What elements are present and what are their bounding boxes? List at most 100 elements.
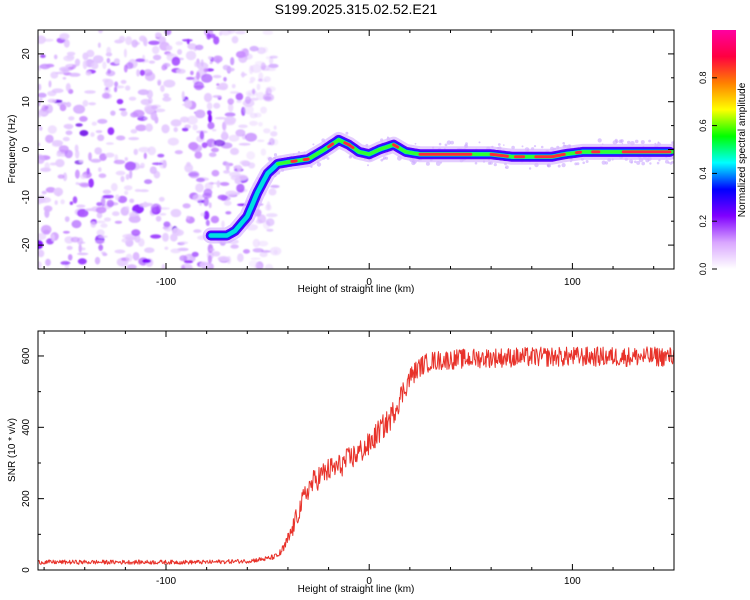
noise-blob	[171, 56, 181, 66]
noise-blob	[177, 49, 183, 55]
ridge-scatter-dot	[667, 161, 670, 164]
noise-blob	[266, 228, 274, 232]
noise-blob	[195, 109, 206, 119]
noise-blob	[65, 130, 73, 136]
colorbar-tick-label: 0.2	[698, 215, 708, 228]
noise-blob	[102, 189, 112, 194]
noise-blob	[59, 104, 67, 112]
noise-blob	[260, 79, 267, 83]
noise-blob	[265, 204, 272, 211]
noise-blob	[247, 92, 252, 96]
noise-blob	[235, 92, 244, 101]
colorbar: 0.0 0.2 0.4 0.6 0.8 Normalized spectral ampl…	[698, 30, 748, 275]
noise-blob	[207, 121, 215, 130]
noise-blob	[192, 124, 198, 131]
noise-blob	[124, 157, 128, 161]
noise-blob	[243, 249, 250, 254]
noise-blob	[134, 189, 142, 192]
noise-blob	[150, 111, 158, 121]
snr-series-line	[38, 346, 674, 565]
ridge-scatter-dot	[576, 162, 580, 166]
noise-blob	[241, 71, 245, 78]
noise-blob	[38, 92, 47, 98]
noise-blob	[265, 213, 278, 218]
noise-blob	[114, 220, 123, 224]
noise-blob	[211, 147, 219, 153]
noise-blob	[88, 152, 92, 161]
noise-blob	[217, 255, 230, 262]
noise-blob	[88, 102, 96, 106]
noise-blob	[193, 229, 202, 233]
noise-blob	[223, 200, 232, 206]
noise-blob	[260, 148, 267, 156]
noise-blob	[161, 124, 170, 134]
noise-blob	[45, 134, 54, 144]
noise-blob	[234, 177, 241, 185]
spectrogram-y-ticks: -20 -10 0 10 20	[21, 29, 674, 270]
ridge-core-segment	[290, 159, 298, 163]
ridge-scatter-dot	[561, 163, 566, 168]
noise-blob	[216, 180, 220, 188]
noise-blob	[125, 173, 130, 180]
noise-blob	[150, 203, 162, 213]
noise-blob	[158, 36, 166, 44]
ridge-scatter-dot	[533, 145, 537, 148]
noise-blob	[60, 199, 65, 205]
noise-blob	[220, 195, 227, 201]
noise-blob	[167, 137, 179, 146]
noise-blob	[200, 265, 211, 268]
noise-blob	[170, 248, 181, 254]
noise-blob	[42, 38, 54, 42]
ridge-scatter-dot	[273, 153, 278, 157]
noise-blob	[221, 130, 228, 140]
noise-blob	[223, 77, 227, 82]
y-tick-label: 0	[21, 146, 32, 152]
ridge-scatter-dot	[414, 142, 417, 145]
noise-blob	[191, 251, 199, 257]
noise-blob	[203, 210, 210, 220]
ridge-scatter-dot	[620, 139, 624, 143]
noise-blob	[75, 123, 83, 127]
noise-blob	[221, 220, 225, 229]
noise-blob	[140, 162, 145, 169]
noise-blob	[268, 188, 277, 196]
noise-blob	[186, 115, 198, 125]
noise-blob	[238, 142, 251, 146]
noise-blob	[48, 80, 52, 88]
noise-blob	[112, 211, 120, 217]
noise-blob	[254, 61, 265, 65]
noise-blob	[59, 66, 71, 72]
ridge-scatter-dot	[345, 131, 349, 135]
noise-blob	[45, 187, 56, 193]
noise-blob	[166, 52, 174, 57]
noise-blob	[149, 166, 157, 174]
noise-blob	[163, 221, 171, 228]
ridge-core-segment	[302, 157, 310, 162]
noise-blob	[117, 195, 128, 204]
noise-blob	[153, 108, 166, 113]
ridge-core-segment	[392, 143, 400, 149]
noise-blob	[234, 192, 240, 195]
noise-blob	[143, 37, 148, 47]
noise-blob	[196, 71, 200, 80]
noise-blob	[127, 162, 136, 167]
noise-blob	[115, 135, 126, 141]
noise-blob	[265, 56, 270, 60]
noise-blob	[258, 122, 263, 127]
noise-blob	[230, 147, 239, 155]
ridge-scatter-dot	[316, 162, 322, 167]
noise-blob	[77, 208, 89, 218]
noise-blob	[209, 248, 215, 252]
noise-blob	[56, 151, 62, 157]
noise-blob	[114, 39, 124, 44]
snr-y-axis-label: SNR (10 * v/v)	[7, 418, 18, 482]
noise-blob	[256, 139, 265, 143]
noise-blob	[262, 30, 274, 35]
noise-blob	[101, 92, 110, 99]
noise-blob	[172, 227, 181, 236]
noise-blob	[245, 90, 258, 97]
noise-blob	[143, 116, 148, 120]
noise-blob	[94, 256, 101, 265]
noise-blob	[256, 83, 261, 91]
noise-blob	[47, 98, 57, 103]
